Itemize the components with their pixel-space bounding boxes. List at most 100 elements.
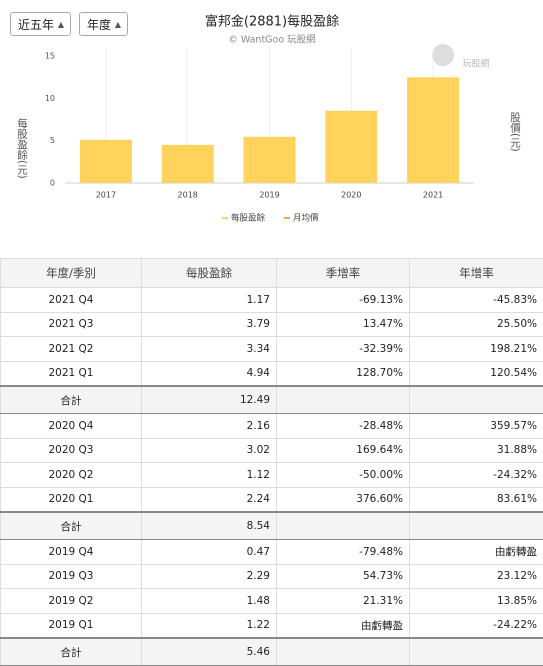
cell: 由虧轉盈 xyxy=(277,613,410,638)
y-tick-label: 10 xyxy=(45,94,55,103)
cell: 2019 Q1 xyxy=(1,613,142,638)
cell: 25.50% xyxy=(410,312,543,337)
cell: 合計 xyxy=(1,512,142,540)
cell: 3.34 xyxy=(142,337,277,362)
empty-cell xyxy=(410,386,543,414)
cell: 128.70% xyxy=(277,361,410,386)
header-cell: 年增率 xyxy=(410,259,543,288)
legend-label: 每股盈餘 xyxy=(231,213,266,224)
cell: 2019 Q4 xyxy=(1,540,142,565)
chart-subtitle: © WantGoo 玩股網 xyxy=(228,34,315,46)
header-cell: 年度/季別 xyxy=(1,259,142,288)
cell: 31.88% xyxy=(410,438,543,463)
cell: 54.73% xyxy=(277,564,410,589)
y-axis-label: 每股盈餘(元) xyxy=(16,117,28,178)
bar xyxy=(244,137,296,183)
y2-axis-label: 股價(元) xyxy=(509,112,521,152)
cell: 合計 xyxy=(1,386,142,414)
cell: 2020 Q2 xyxy=(1,463,142,488)
cell: 1.22 xyxy=(142,613,277,638)
cell: 23.12% xyxy=(410,564,543,589)
cell: -28.48% xyxy=(277,414,410,439)
x-tick-label: 2017 xyxy=(96,191,116,200)
bar xyxy=(80,140,132,183)
x-tick-label: 2019 xyxy=(259,191,279,200)
cell: 198.21% xyxy=(410,337,543,362)
cell: 13.85% xyxy=(410,589,543,614)
cell: 2.29 xyxy=(142,564,277,589)
cell: 2.16 xyxy=(142,414,277,439)
x-tick-label: 2020 xyxy=(341,191,361,200)
header-cell: 季增率 xyxy=(277,259,410,288)
cell: -50.00% xyxy=(277,463,410,488)
cell: 2020 Q1 xyxy=(1,487,142,512)
bar xyxy=(325,111,377,183)
cell: -24.22% xyxy=(410,613,543,638)
header-row: 年度/季別每股盈餘季增率年增率 xyxy=(1,259,543,288)
cell: 2019 Q3 xyxy=(1,564,142,589)
cell: 120.54% xyxy=(410,361,543,386)
cell: 12.49 xyxy=(142,386,277,414)
cell: 376.60% xyxy=(277,487,410,512)
logo-icon xyxy=(432,44,454,66)
cell: 4.94 xyxy=(142,361,277,386)
cell: 1.48 xyxy=(142,589,277,614)
empty-cell xyxy=(277,638,410,666)
cell: 2021 Q2 xyxy=(1,337,142,362)
cell: 169.64% xyxy=(277,438,410,463)
empty-cell xyxy=(410,512,543,540)
cell: 由虧轉盈 xyxy=(410,540,543,565)
chart-title: 富邦金(2881)每股盈餘 xyxy=(205,14,339,30)
bar xyxy=(162,145,214,183)
cell: 2019 Q2 xyxy=(1,589,142,614)
cell: 3.79 xyxy=(142,312,277,337)
empty-cell xyxy=(410,638,543,666)
cell: 2.24 xyxy=(142,487,277,512)
cell: -79.48% xyxy=(277,540,410,565)
cell: 0.47 xyxy=(142,540,277,565)
cell: 1.17 xyxy=(142,288,277,313)
cell: -69.13% xyxy=(277,288,410,313)
cell: -24.32% xyxy=(410,463,543,488)
cell: 2021 Q3 xyxy=(1,312,142,337)
cell: 83.61% xyxy=(410,487,543,512)
cell: -32.39% xyxy=(277,337,410,362)
cell: 21.31% xyxy=(277,589,410,614)
header-cell: 每股盈餘 xyxy=(142,259,277,288)
y-tick-label: 5 xyxy=(50,136,55,145)
cell: 13.47% xyxy=(277,312,410,337)
empty-cell xyxy=(277,512,410,540)
y-tick-label: 15 xyxy=(45,52,55,61)
cell: 2020 Q3 xyxy=(1,438,142,463)
cell: 1.12 xyxy=(142,463,277,488)
cell: 5.46 xyxy=(142,638,277,666)
cell: 3.02 xyxy=(142,438,277,463)
logo-text: 玩股網 xyxy=(462,58,489,70)
cell: 合計 xyxy=(1,638,142,666)
legend-label: 月均價 xyxy=(293,213,319,224)
cell: -45.83% xyxy=(410,288,543,313)
y-tick-label: 0 xyxy=(50,179,55,188)
cell: 8.54 xyxy=(142,512,277,540)
bar xyxy=(407,77,459,183)
cell: 2021 Q4 xyxy=(1,288,142,313)
cell: 359.57% xyxy=(410,414,543,439)
cell: 2021 Q1 xyxy=(1,361,142,386)
chart: 富邦金(2881)每股盈餘 © WantGoo 玩股網 玩股網 每股盈餘(元) … xyxy=(0,0,543,246)
